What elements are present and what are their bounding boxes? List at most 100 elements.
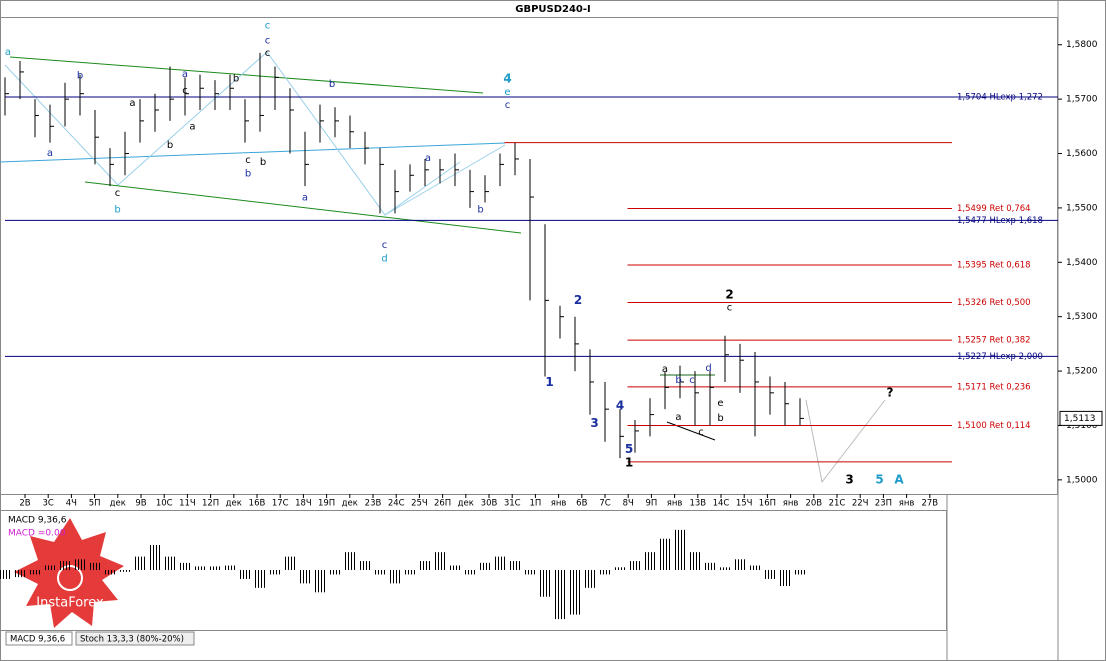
wave-label: a [662, 364, 668, 375]
macd-bar [359, 561, 372, 570]
macd-bar [524, 570, 537, 575]
wave-label: a [182, 69, 188, 80]
macd-bar [434, 552, 447, 570]
x-tick-label: 2В [19, 499, 30, 509]
chart-title: GBPUSD240-I [515, 4, 591, 15]
macd-bar [14, 570, 27, 578]
y-tick-label: 1,5300 [1066, 312, 1098, 322]
wave-label: b [114, 205, 120, 216]
y-tick-label: 1,5100 [1066, 421, 1098, 431]
wave-label: c [265, 48, 271, 59]
wave-label: a [675, 412, 681, 423]
macd-bar [299, 570, 312, 584]
macd-bar [344, 552, 357, 570]
macd-bar [314, 570, 327, 593]
level-label: 1,5257 Ret 0,382 [957, 336, 1031, 346]
x-tick-label: 9В [135, 499, 146, 509]
x-tick-label: дек [342, 499, 358, 509]
x-tick-label: янв [551, 499, 567, 509]
macd-bar [149, 545, 162, 570]
wave-label: e [717, 398, 723, 409]
wave-label: 1 [545, 375, 553, 389]
macd-bar [284, 556, 297, 570]
y-tick-label: 1,5400 [1066, 258, 1098, 268]
last-price-label: 1,5113 [1064, 414, 1096, 424]
macd-bar [194, 566, 207, 570]
wave-label: c [115, 188, 121, 199]
wave-label: c [265, 35, 271, 46]
level-label: 1,5477 HLexp 1,618 [957, 216, 1043, 226]
macd-bar [554, 570, 567, 620]
x-tick-label: 17С [272, 499, 289, 509]
macd-bar [269, 570, 282, 575]
level-label: 1,5227 HLexp 2,000 [957, 352, 1043, 362]
x-tick-label: янв [899, 499, 915, 509]
trendlines [0, 51, 886, 484]
macd-bar [119, 570, 132, 572]
macd-bar [509, 561, 522, 570]
tab-label[interactable]: Stoch 13,3,3 (80%-20%) [80, 635, 184, 645]
wave-line [384, 144, 506, 216]
wave-label: 2 [574, 293, 582, 307]
macd-bar [674, 529, 687, 570]
macd-bar [239, 570, 252, 579]
x-tick-label: 27В [921, 499, 938, 509]
macd-bar [539, 570, 552, 597]
macd-value: MACD =0.00 [8, 529, 66, 539]
wave-label: b [233, 73, 239, 84]
wave-label: a [47, 148, 53, 159]
x-tick-label: 18Ч [295, 499, 312, 509]
trendline [84, 181, 522, 234]
wave-label: 4 [616, 398, 624, 412]
macd-bar [449, 565, 462, 570]
x-tick-label: 19П [318, 499, 335, 509]
x-tick-label: 22Ч [852, 499, 869, 509]
wave-label: 3 [590, 416, 598, 430]
macd-bar [374, 570, 387, 575]
wave-label: 1 [625, 455, 633, 469]
wave-label: 4 [503, 72, 511, 86]
level-label: 1,5395 Ret 0,618 [957, 261, 1031, 271]
macd-bar [419, 561, 432, 570]
y-tick-label: 1,5800 [1066, 40, 1098, 50]
wave-line [4, 51, 461, 216]
wave-label: b [477, 205, 483, 216]
x-tick-label: 1П [529, 499, 541, 509]
macd-label: MACD 9,36,6 [8, 516, 67, 526]
wave-label: ? [887, 385, 894, 399]
macd-bar [29, 570, 42, 575]
macd-bar [59, 561, 72, 570]
wave-label: c [689, 375, 695, 386]
wave-label: A [894, 472, 904, 486]
wave-label: 5 [625, 442, 633, 456]
wave-label: a [425, 153, 431, 164]
x-tick-label: янв [783, 499, 799, 509]
last-price-box [1059, 410, 1103, 426]
tab[interactable] [75, 631, 195, 646]
x-tick-label: 20В [805, 499, 822, 509]
x-tick-label: 16В [249, 499, 266, 509]
macd-bar [494, 556, 507, 570]
macd-bar [224, 565, 237, 570]
level-label: 1,5171 Ret 0,236 [957, 382, 1031, 392]
macd-bar [479, 562, 492, 570]
tab[interactable] [5, 631, 73, 646]
wave-label: b [329, 79, 335, 90]
logo-star [14, 518, 124, 628]
x-tick-label: 31С [504, 499, 521, 509]
x-tick-label: 8Ч [623, 499, 634, 509]
x-tick-label: дек [110, 499, 126, 509]
macd-bar [209, 566, 222, 570]
macd-bar [764, 570, 777, 579]
macd-bar [134, 556, 147, 570]
logo: InstaForex [14, 518, 124, 628]
wave-label: b [260, 157, 266, 168]
wave-label: c [727, 302, 733, 313]
wave-label: c [182, 85, 188, 96]
trendline [0, 142, 506, 163]
wave-label: 2 [725, 287, 733, 301]
x-tick-label: 26П [434, 499, 451, 509]
wave-label: e [504, 87, 510, 98]
tab-label[interactable]: MACD 9,36,6 [10, 635, 65, 645]
wave-label: d [705, 363, 711, 374]
